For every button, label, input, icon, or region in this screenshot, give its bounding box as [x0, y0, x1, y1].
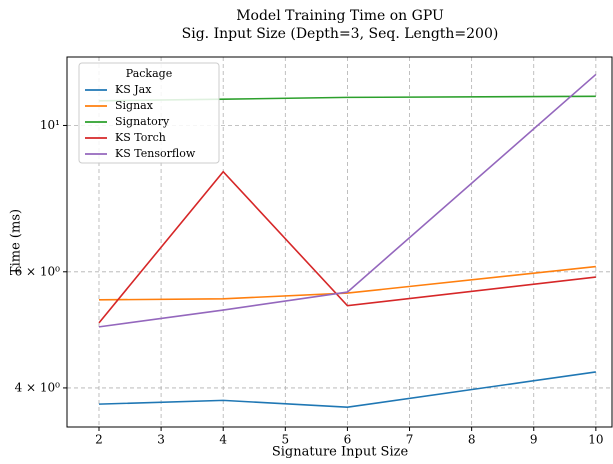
series-line [98, 170, 596, 324]
plot-frame [66, 56, 613, 428]
y-tick-label: 6 × 10⁰ [15, 264, 61, 278]
legend-label: KS Tensorflow [115, 147, 196, 160]
series-line [98, 265, 596, 301]
legend-label: KS Torch [115, 131, 166, 144]
series-line [98, 73, 597, 328]
y-tick-label: 10¹ [40, 118, 60, 132]
legend-title: Package [126, 67, 172, 80]
chart-subtitle: Sig. Input Size (Depth=3, Seq. Length=20… [182, 26, 499, 42]
x-tick-label: 9 [530, 433, 538, 447]
series-line [98, 371, 596, 408]
y-axis-label: Time (ms) [9, 209, 24, 275]
y-tick-label: 4 × 10⁰ [15, 380, 61, 394]
x-tick-label: 7 [406, 433, 414, 447]
legend-label: Signax [115, 99, 154, 112]
x-tick-label: 4 [219, 433, 227, 447]
x-axis-label: Signature Input Size [272, 445, 409, 460]
legend-box [78, 62, 220, 164]
x-tick-label: 3 [157, 433, 165, 447]
x-tick-label: 5 [281, 433, 289, 447]
legend-label: KS Jax [115, 83, 152, 96]
x-tick-label: 2 [95, 433, 103, 447]
x-tick-label: 10 [588, 433, 603, 447]
legend-label: Signatory [115, 115, 170, 128]
chart-title: Model Training Time on GPU [236, 8, 444, 24]
x-tick-label: 6 [344, 433, 352, 447]
x-tick-label: 8 [468, 433, 476, 447]
